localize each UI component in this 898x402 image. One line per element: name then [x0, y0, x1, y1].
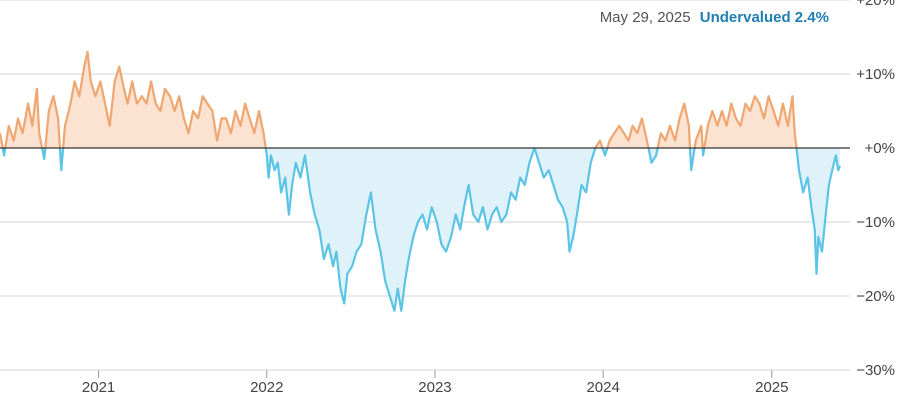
undervalued-line: [688, 147, 696, 172]
overvalued-line: [0, 132, 4, 149]
overvalued-area: [5, 88, 43, 148]
overvalued-line: [703, 95, 798, 149]
y-tick-label: −30%: [856, 362, 895, 379]
undervalued-line: [264, 147, 536, 312]
header-status: Undervalued 2.4%: [700, 9, 829, 26]
y-tick-label: +10%: [856, 66, 895, 83]
y-tick-label: +20%: [856, 0, 895, 9]
undervalued-line: [58, 147, 65, 172]
x-tick-label: 2024: [586, 379, 619, 396]
y-tick-label: −10%: [856, 214, 895, 231]
overvalued-area: [607, 118, 649, 148]
undervalued-line: [795, 147, 842, 275]
overvalued-area: [45, 96, 60, 148]
series-lines: [0, 50, 842, 312]
x-axis-ticks: 2021 2022 2023 2024 2025: [82, 370, 788, 396]
areas: [0, 51, 840, 311]
overvalued-area: [704, 96, 797, 148]
overvalued-line: [656, 102, 692, 149]
x-tick-label: 2025: [755, 379, 788, 396]
overvalued-line: [4, 87, 44, 149]
undervalued-line: [601, 147, 609, 157]
undervalued-line: [1, 147, 7, 157]
overvalued-area: [63, 51, 266, 148]
undervalued-line: [701, 147, 706, 157]
header-status-label: Undervalued: [700, 9, 791, 26]
y-tick-label: −20%: [856, 288, 895, 305]
overvalued-line: [62, 50, 267, 149]
chart-header: May 29, 2025 Undervalued 2.4%: [600, 9, 829, 26]
header-status-value: 2.4%: [795, 9, 829, 26]
grid-lines: [0, 0, 850, 371]
undervalued-line: [647, 147, 659, 164]
undervalued-line: [41, 147, 47, 161]
undervalued-line: [533, 147, 597, 253]
overvalued-line: [594, 139, 604, 149]
header-date: May 29, 2025: [600, 9, 691, 26]
x-tick-label: 2021: [82, 379, 115, 396]
x-tick-label: 2023: [418, 379, 451, 396]
overvalued-line: [44, 95, 61, 149]
y-tick-label: +0%: [865, 140, 895, 157]
overvalued-line: [693, 124, 704, 149]
undervalued-area: [534, 148, 596, 252]
y-axis-ticks: +20% +10% +0% −10% −20% −30%: [856, 0, 895, 379]
overvalued-line: [606, 117, 650, 149]
x-tick-label: 2022: [250, 379, 283, 396]
undervalued-area: [265, 148, 535, 311]
